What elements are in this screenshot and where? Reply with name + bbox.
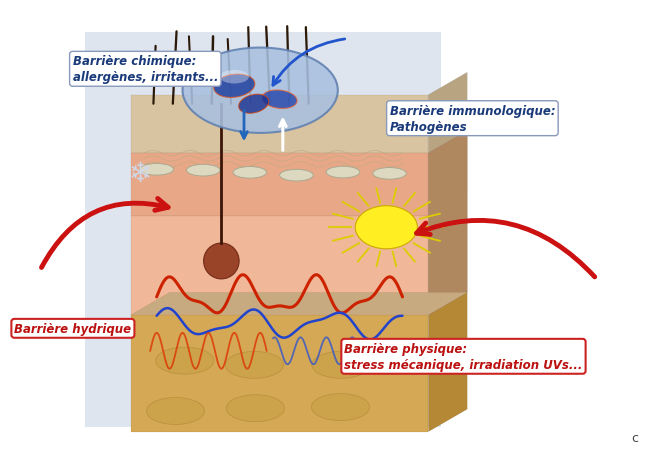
Ellipse shape [312,351,370,378]
Polygon shape [85,33,441,427]
Polygon shape [131,293,467,315]
Circle shape [355,206,417,249]
Polygon shape [428,73,467,154]
Ellipse shape [140,164,173,176]
Ellipse shape [182,48,338,133]
Ellipse shape [373,168,406,180]
Text: Barrière hydrique: Barrière hydrique [14,322,132,335]
Ellipse shape [214,75,255,98]
Ellipse shape [220,71,249,84]
Text: Barrière chimique:
allergènes, irritants...: Barrière chimique: allergènes, irritants… [72,55,218,84]
Text: Barrière physique:
stress mécanique, irradiation UVs...: Barrière physique: stress mécanique, irr… [344,342,583,371]
Polygon shape [131,216,428,315]
Ellipse shape [204,244,239,279]
Ellipse shape [225,352,283,378]
Ellipse shape [262,91,297,109]
Ellipse shape [239,95,269,114]
Ellipse shape [227,395,284,422]
Text: Barrière immunologique:
Pathogènes: Barrière immunologique: Pathogènes [389,105,555,133]
Polygon shape [428,194,467,315]
Polygon shape [131,315,428,432]
Polygon shape [131,154,428,216]
Polygon shape [428,131,467,216]
Polygon shape [428,293,467,432]
Polygon shape [131,96,428,154]
Ellipse shape [186,165,220,177]
Ellipse shape [279,170,313,182]
Ellipse shape [326,167,360,179]
Ellipse shape [233,167,267,179]
Polygon shape [428,131,467,315]
Ellipse shape [146,398,204,424]
Ellipse shape [156,347,214,374]
Text: c: c [631,431,639,444]
Ellipse shape [311,394,370,421]
Text: ❄: ❄ [129,160,152,188]
